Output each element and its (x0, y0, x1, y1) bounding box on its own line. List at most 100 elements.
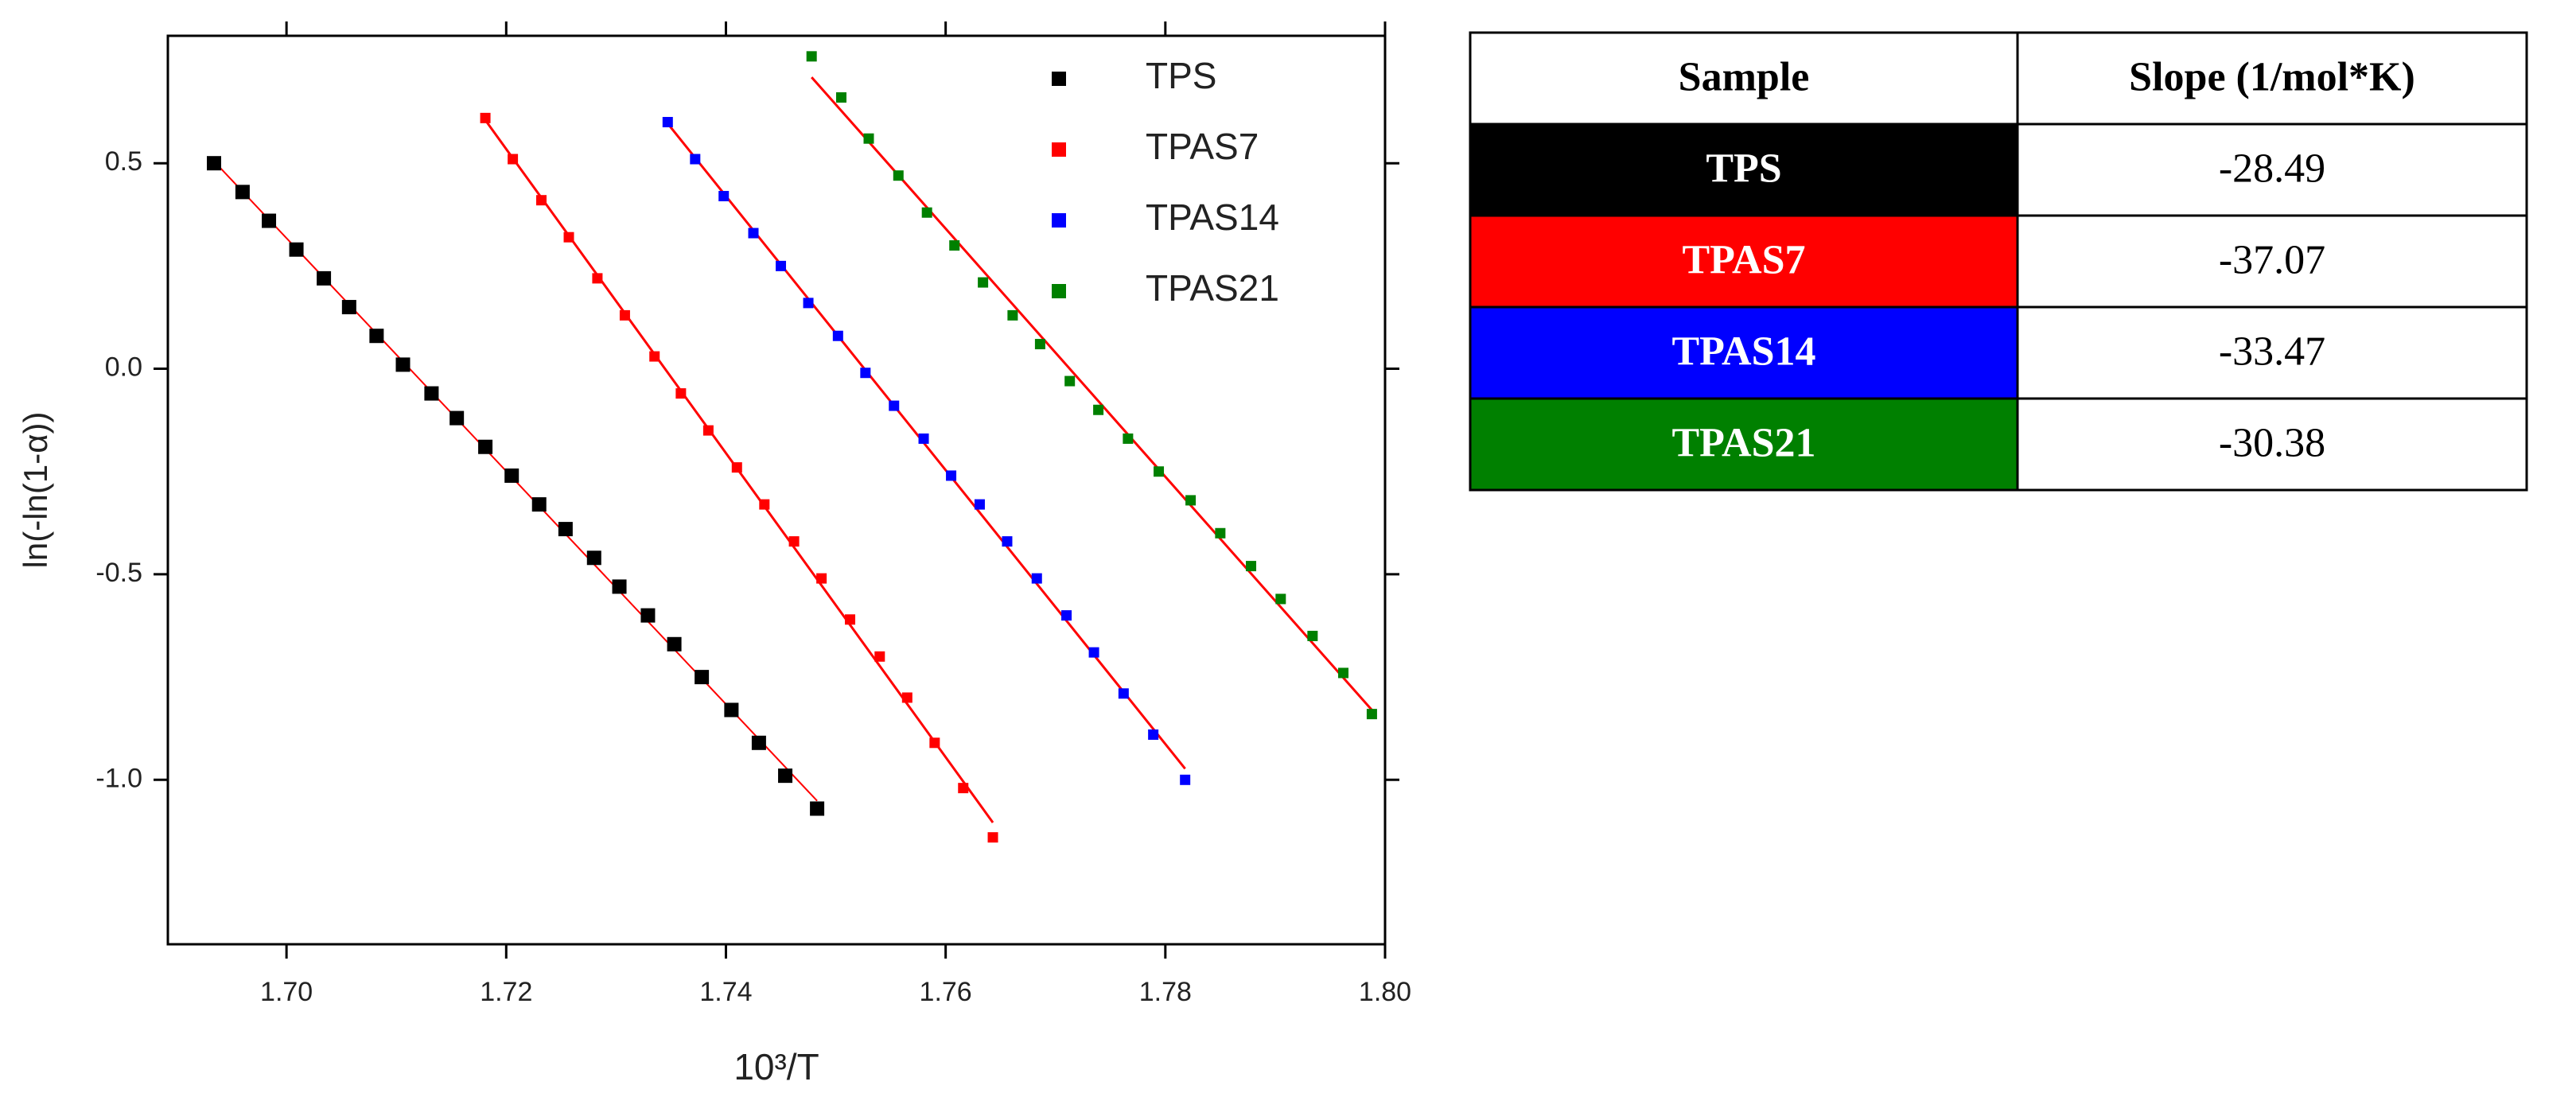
data-point (987, 832, 998, 843)
slope-value: -33.47 (2219, 329, 2325, 374)
data-point (649, 351, 660, 362)
fit-line (667, 123, 1186, 770)
data-point (1093, 404, 1104, 415)
data-point (558, 522, 573, 537)
data-point (929, 737, 940, 749)
data-point (1180, 774, 1191, 785)
table-cell (1469, 31, 2019, 126)
sample-name: TPAS7 (1682, 237, 1805, 282)
data-point (592, 273, 603, 284)
data-point (640, 608, 656, 623)
data-point (949, 240, 960, 251)
data-point (1307, 630, 1318, 641)
legend-label: TPAS21 (1146, 267, 1279, 309)
data-point (586, 550, 601, 566)
data-point (1366, 709, 1377, 720)
data-point (860, 368, 871, 379)
data-point (563, 231, 574, 243)
data-point (317, 270, 332, 286)
x-tick-label: 1.72 (480, 977, 532, 1007)
sample-name: TPAS21 (1671, 420, 1815, 465)
data-point (667, 636, 682, 652)
data-point (369, 329, 384, 344)
data-point (918, 433, 929, 444)
x-tick-label: 1.80 (1359, 977, 1411, 1007)
legend-marker (1052, 213, 1066, 228)
data-point (788, 536, 800, 547)
sample-name: TPS (1706, 146, 1781, 191)
data-point (718, 191, 730, 202)
data-point (845, 614, 856, 625)
data-point (778, 768, 793, 784)
data-point (1034, 339, 1045, 350)
table-cell (2016, 397, 2528, 492)
y-axis-label: ln(-ln(1-α)) (17, 412, 54, 569)
data-point (612, 579, 627, 594)
data-point (1185, 495, 1197, 506)
data-point (690, 154, 701, 165)
data-point (1002, 536, 1013, 547)
data-point (1088, 647, 1099, 658)
legend-marker (1052, 142, 1066, 157)
data-point (731, 462, 742, 473)
data-point (958, 783, 969, 794)
data-point (395, 357, 411, 372)
data-point (1275, 593, 1286, 605)
data-point (1123, 433, 1134, 444)
data-point (1338, 667, 1349, 679)
data-point (341, 300, 356, 315)
plot-frame (166, 34, 1387, 946)
table-cell (2016, 305, 2528, 400)
sample-name: TPAS14 (1671, 329, 1815, 374)
data-point (1246, 561, 1257, 572)
data-point (803, 298, 814, 309)
data-point (662, 117, 673, 128)
y-tick-label: -0.5 (95, 558, 142, 588)
table-cell (1469, 123, 2019, 217)
data-point (893, 170, 904, 181)
x-tick-label: 1.74 (699, 977, 752, 1007)
data-point (504, 468, 519, 483)
y-tick-label: 0.0 (105, 352, 142, 383)
y-tick-label: -1.0 (95, 763, 142, 793)
data-point (262, 213, 277, 228)
data-point (289, 242, 304, 257)
table-cell (2016, 123, 2528, 217)
data-point (806, 51, 817, 62)
data-point (751, 735, 766, 750)
legend-marker (1052, 72, 1066, 86)
table-header: Sample (1679, 54, 1810, 99)
data-point (1154, 466, 1165, 477)
slope-value: -37.07 (2219, 237, 2325, 282)
x-tick-label: 1.70 (260, 977, 313, 1007)
data-point (974, 499, 985, 510)
data-point (535, 195, 547, 206)
data-point (531, 497, 547, 512)
table-cell (2016, 31, 2528, 126)
table-cell (1469, 397, 2019, 492)
data-point (776, 260, 787, 271)
data-point (702, 425, 714, 436)
data-point (1007, 309, 1018, 321)
data-point (695, 670, 710, 685)
data-point (206, 156, 221, 171)
data-point (480, 112, 491, 123)
data-point (889, 400, 900, 411)
data-point (946, 470, 957, 481)
data-point (748, 228, 759, 239)
y-tick-label: 0.5 (105, 146, 142, 177)
data-point (832, 330, 843, 341)
data-point (424, 386, 439, 401)
data-point (235, 185, 250, 200)
data-point (816, 573, 827, 584)
table-cell (1469, 305, 2019, 400)
data-point (675, 388, 687, 399)
data-point (901, 692, 912, 703)
data-point (1148, 729, 1159, 740)
data-point (478, 439, 493, 454)
legend-marker (1052, 284, 1066, 298)
data-point (863, 133, 874, 144)
table-cell (1469, 214, 2019, 309)
